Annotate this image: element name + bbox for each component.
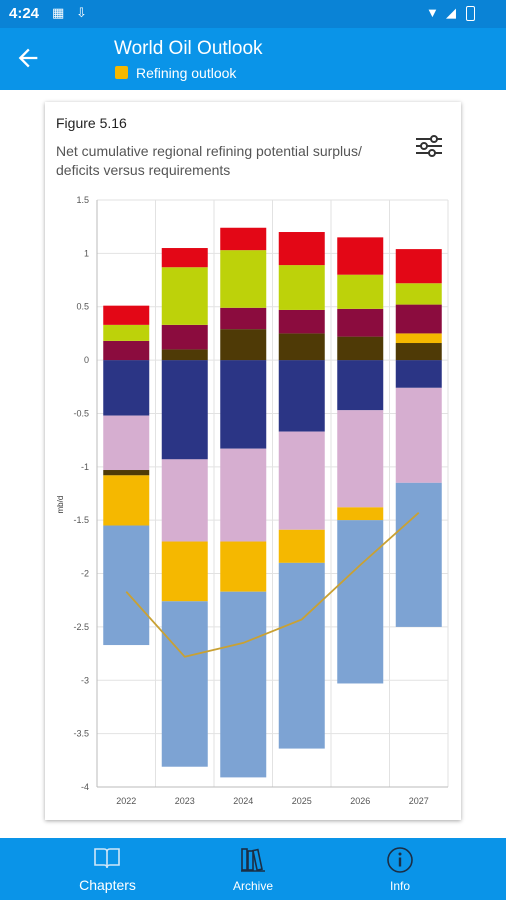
battery-icon xyxy=(466,6,475,21)
figure-label: Figure 5.16 xyxy=(56,115,127,131)
wifi-icon: ▼ xyxy=(426,5,439,20)
bar-segment xyxy=(278,333,325,361)
bar-segment xyxy=(161,360,208,460)
bar-segment xyxy=(395,249,442,284)
bar-segment xyxy=(395,304,442,334)
bar-segment xyxy=(337,308,384,337)
bar-segment xyxy=(337,507,384,521)
y-axis-label: mb/d xyxy=(56,496,65,514)
bar-segment xyxy=(161,349,208,361)
y-tick-label: 0.5 xyxy=(76,302,89,312)
bar-segment xyxy=(220,448,267,542)
bar-segment xyxy=(395,360,442,388)
bar-segment xyxy=(161,267,208,325)
x-tick-label: 2024 xyxy=(233,796,253,806)
bar-segment xyxy=(395,387,442,483)
bar-segment xyxy=(278,265,325,310)
bar-segment xyxy=(278,529,325,563)
bar-segment xyxy=(278,309,325,334)
app-bar: World Oil Outlook Refining outlook xyxy=(0,28,506,90)
figure-title: Net cumulative regional refining potenti… xyxy=(56,143,362,178)
x-tick-label: 2025 xyxy=(292,796,312,806)
y-tick-label: -0.5 xyxy=(73,408,89,418)
nav-info[interactable]: Info xyxy=(370,838,430,900)
chart: 1.5 1 0.5 0 -0.5 -1 -1.5 -2 -2.5 -3 -3.5 -4 mb/d 2022… xyxy=(56,195,449,806)
app-title: World Oil Outlook xyxy=(114,38,263,59)
x-tick-label: 2022 xyxy=(116,796,136,806)
info-icon xyxy=(387,847,413,873)
figure-card: 1.5 1 0.5 0 -0.5 -1 -1.5 -2 -2.5 -3 -3.5 -4 mb/d 2022… xyxy=(45,102,461,820)
y-tick-label: -3.5 xyxy=(73,729,89,739)
filter-sliders-icon[interactable] xyxy=(415,135,443,157)
bar-segment xyxy=(220,250,267,308)
bar-segment xyxy=(337,520,384,684)
notification-icon: ▦ xyxy=(52,5,65,20)
nav-archive[interactable]: Archive xyxy=(215,838,291,900)
bar-segment xyxy=(395,343,442,361)
nav-chapters-label: Chapters xyxy=(79,877,136,893)
bar-segment xyxy=(103,340,150,361)
bar-segment xyxy=(220,360,267,449)
bar-segment xyxy=(220,307,267,330)
bar-segment xyxy=(278,562,325,749)
bar-segment xyxy=(395,333,442,344)
y-tick-label: 0 xyxy=(84,355,89,365)
nav-info-label: Info xyxy=(389,879,410,893)
bar-segment xyxy=(161,601,208,767)
y-tick-label: -3 xyxy=(81,675,89,685)
book-icon xyxy=(94,848,120,869)
bar-segment xyxy=(395,482,442,627)
bar-segment xyxy=(278,431,325,530)
bar-segment xyxy=(220,541,267,592)
content-area: 1.5 1 0.5 0 -0.5 -1 -1.5 -2 -2.5 -3 -3.5 -4 mb/d 2022… xyxy=(0,90,506,838)
bar-segment xyxy=(161,248,208,268)
y-tick-label: -1 xyxy=(81,462,89,472)
bar-segment xyxy=(161,459,208,542)
bottom-navigation: Chapters Archive Info xyxy=(0,838,506,900)
bar-segment xyxy=(278,360,325,432)
bar-segment xyxy=(103,305,150,325)
y-tick-label: 1.5 xyxy=(76,195,89,205)
bar-segment xyxy=(161,541,208,602)
bar-segment xyxy=(337,336,384,361)
bar-segment xyxy=(337,274,384,309)
bar-segment xyxy=(103,360,150,416)
bar-segment xyxy=(103,415,150,471)
bar-segment xyxy=(103,324,150,341)
status-bar: 4:24 ▦ ⇩ ▼ ◢ xyxy=(0,0,506,28)
back-arrow-icon[interactable] xyxy=(14,44,42,72)
signal-icon: ◢ xyxy=(446,5,456,20)
y-tick-label: -1.5 xyxy=(73,515,89,525)
y-tick-label: -2 xyxy=(81,569,89,579)
bar-segment xyxy=(337,237,384,275)
x-tick-label: 2026 xyxy=(350,796,370,806)
bar-segment xyxy=(220,591,267,778)
y-tick-label: 1 xyxy=(84,248,89,258)
bar-segment xyxy=(220,329,267,361)
nav-chapters[interactable]: Chapters xyxy=(60,838,155,900)
bar-segment xyxy=(337,360,384,411)
x-tick-label: 2023 xyxy=(175,796,195,806)
bar-segment xyxy=(103,475,150,526)
app-subtitle: Refining outlook xyxy=(136,65,237,81)
bar-segment xyxy=(161,324,208,350)
y-tick-label: -2.5 xyxy=(73,622,89,632)
download-icon: ⇩ xyxy=(76,5,87,20)
bar-segment xyxy=(395,283,442,305)
x-tick-label: 2027 xyxy=(409,796,429,806)
bar-segment xyxy=(103,525,150,646)
total-line xyxy=(125,512,420,658)
y-tick-label: -4 xyxy=(81,782,89,792)
bar-segment xyxy=(220,227,267,251)
status-time: 4:24 xyxy=(9,5,40,22)
subtitle-color-chip xyxy=(115,66,128,79)
library-books-icon xyxy=(241,848,265,872)
bar-segment xyxy=(337,410,384,508)
bar-segment xyxy=(103,470,150,476)
bar-segment xyxy=(278,232,325,266)
nav-archive-label: Archive xyxy=(232,879,273,893)
